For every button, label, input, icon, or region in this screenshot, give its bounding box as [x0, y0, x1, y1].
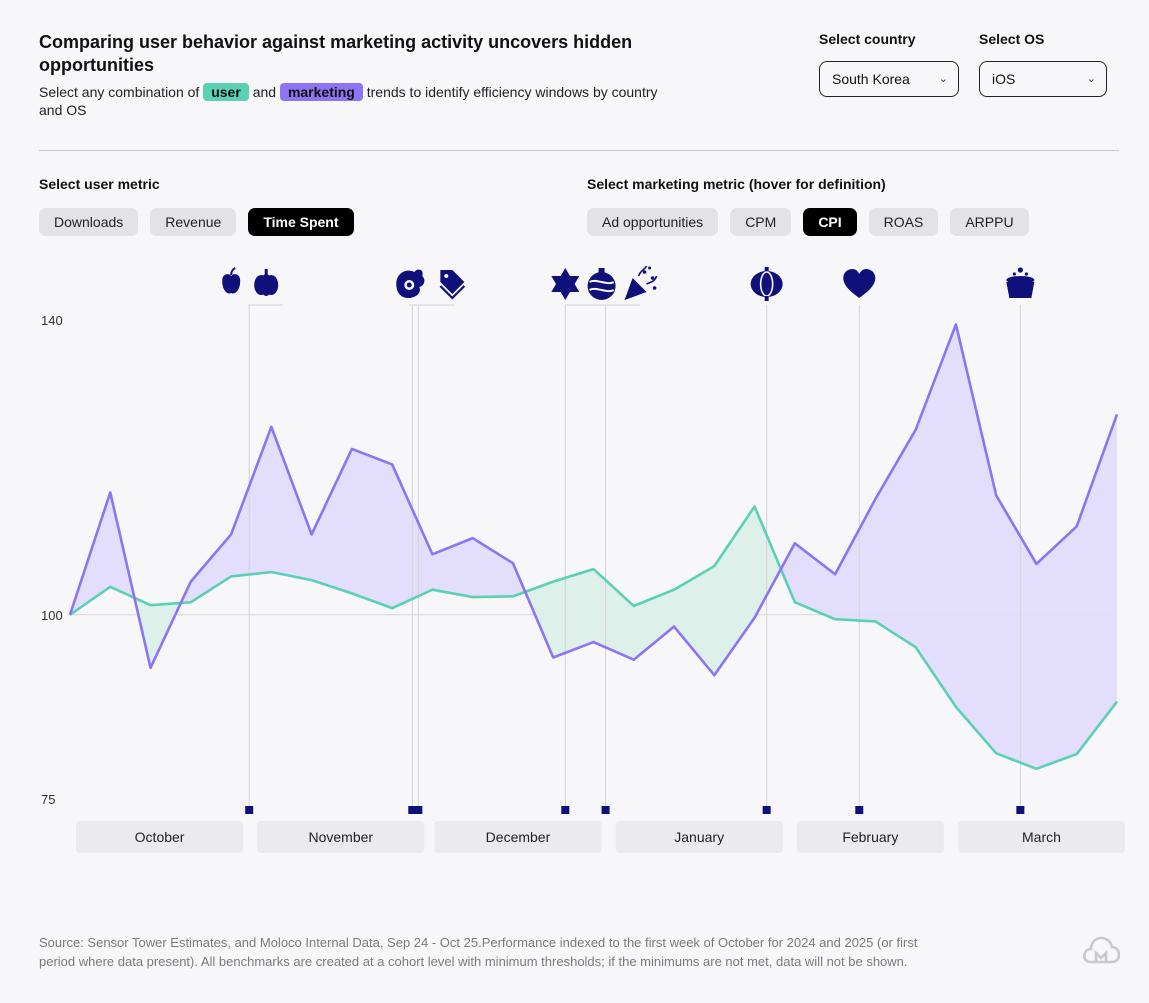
event-marker	[762, 806, 771, 814]
marketing-above-fill	[70, 492, 135, 615]
marketing-series-line	[68, 323, 1119, 677]
chip-downloads[interactable]: Downloads	[39, 208, 139, 236]
country-select[interactable]: South Korea ⌄	[819, 61, 959, 97]
event-marker	[561, 806, 570, 814]
month-label: December	[486, 829, 551, 845]
chevron-down-icon: ⌄	[938, 73, 948, 85]
chip-ad-opportunities[interactable]: Ad opportunities	[587, 208, 719, 236]
marketing-metric-chips: Ad opportunities CPM CPI ROAS ARPPU	[587, 208, 1029, 236]
user-series-line	[69, 505, 1119, 771]
event-marker	[414, 806, 423, 814]
month-label: October	[135, 829, 185, 845]
source-note: Source: Sensor Tower Estimates, and Molo…	[39, 935, 918, 969]
month-bar	[257, 821, 425, 853]
chip-cpi[interactable]: CPI	[803, 208, 857, 236]
pumpkin-icon[interactable]	[254, 269, 279, 296]
month-bar	[434, 821, 602, 853]
month-bar	[615, 821, 783, 853]
turkey-icon[interactable]	[396, 269, 425, 298]
month-bar	[76, 821, 244, 853]
month-label: November	[308, 829, 373, 845]
event-marker	[601, 806, 610, 814]
price-tag-icon[interactable]	[439, 270, 466, 300]
month-bar	[796, 821, 944, 853]
page-subtitle: Select any combination of user and marke…	[39, 83, 679, 119]
apple-icon[interactable]	[222, 267, 241, 294]
lantern-icon[interactable]	[750, 267, 783, 301]
country-value: South Korea	[832, 71, 910, 87]
subtitle-post: trends to identify efficiency windows by…	[39, 84, 658, 118]
user-pill: user	[203, 83, 249, 101]
y-tick-label: 140	[41, 313, 63, 328]
subtitle-pre: Select any combination of	[39, 84, 200, 100]
month-label: January	[674, 829, 724, 845]
chip-arppu[interactable]: ARPPU	[950, 208, 1029, 236]
cloud-m-logo-icon	[1082, 936, 1120, 964]
ornament-icon[interactable]	[587, 268, 616, 300]
star-of-david-icon[interactable]	[551, 268, 580, 300]
chevron-down-icon: ⌄	[1086, 73, 1096, 85]
user-metric-label: Select user metric	[39, 176, 160, 192]
month-label: February	[842, 829, 898, 845]
chip-roas[interactable]: ROAS	[868, 208, 939, 236]
divider	[39, 150, 1119, 151]
user-above-fill	[525, 506, 781, 676]
event-marker	[245, 806, 254, 814]
party-popper-icon[interactable]	[624, 265, 658, 300]
os-select[interactable]: iOS ⌄	[979, 61, 1107, 97]
dumpling-icon[interactable]	[1006, 267, 1035, 298]
event-marker	[408, 806, 417, 814]
page-title: Comparing user behavior against marketin…	[39, 32, 633, 75]
subtitle-and: and	[252, 84, 277, 100]
heart-icon[interactable]	[843, 269, 876, 298]
chip-revenue[interactable]: Revenue	[150, 208, 237, 236]
os-label: Select OS	[979, 31, 1045, 47]
chip-time-spent[interactable]: Time Spent	[248, 208, 354, 236]
trend-chart: 140 100 75 October November December January Fe…	[41, 265, 1126, 853]
marketing-above-fill	[780, 324, 1117, 769]
event-marker	[1016, 806, 1025, 814]
y-tick-label: 100	[41, 608, 63, 623]
country-label: Select country	[819, 31, 916, 47]
month-bar	[957, 821, 1126, 853]
y-tick-label: 75	[41, 792, 55, 807]
marketing-pill: marketing	[279, 83, 363, 101]
user-metric-chips: Downloads Revenue Time Spent	[39, 208, 354, 236]
event-marker	[855, 806, 864, 814]
os-value: iOS	[992, 71, 1016, 87]
marketing-above-fill	[180, 426, 526, 609]
user-above-fill	[134, 597, 181, 668]
month-label: March	[1022, 829, 1061, 845]
chip-cpm[interactable]: CPM	[730, 208, 792, 236]
marketing-metric-label: Select marketing metric (hover for defin…	[587, 176, 886, 192]
